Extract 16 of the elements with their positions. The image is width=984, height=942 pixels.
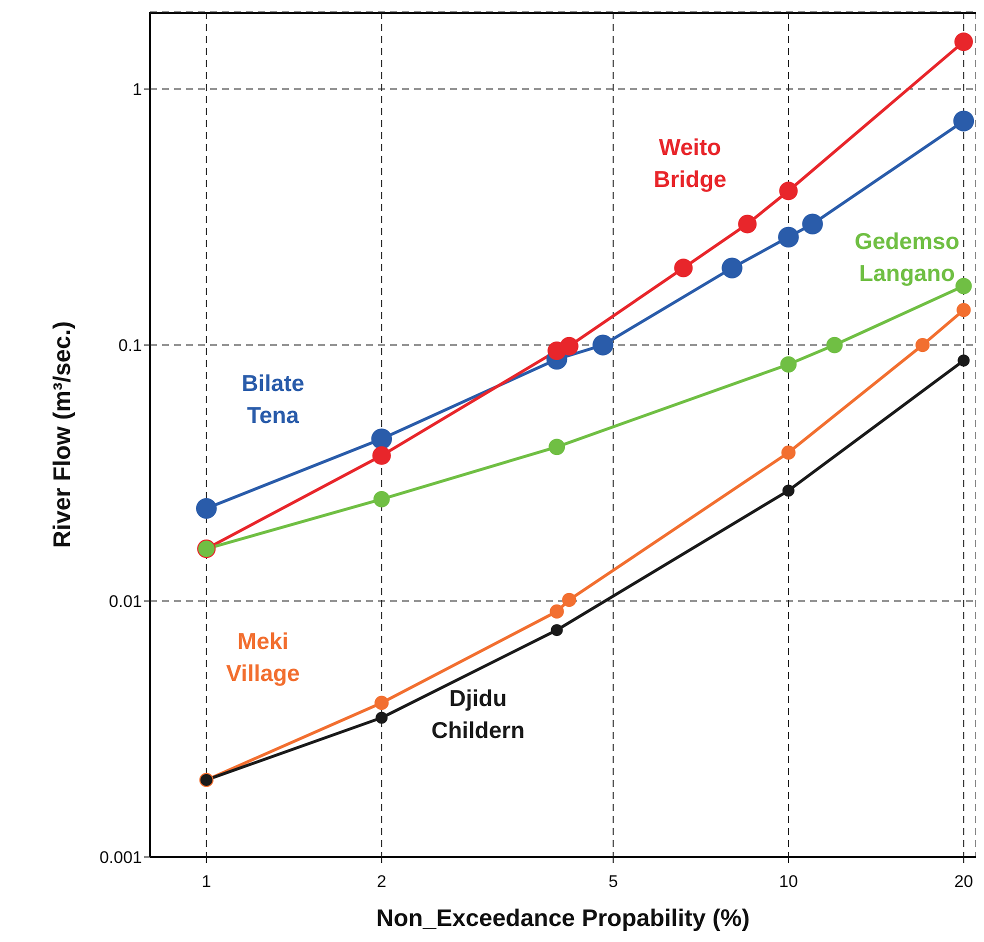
y-tick-label: 0.1 xyxy=(118,336,142,356)
y-tick-label: 0.01 xyxy=(108,592,142,612)
y-tick-label: 0.001 xyxy=(99,848,142,868)
x-tick-label: 1 xyxy=(202,872,212,892)
series-label: Gedemso Langano xyxy=(854,227,960,288)
y-tick-label: 1 xyxy=(132,80,142,100)
series-label: Djidu Childern xyxy=(430,684,526,745)
x-tick-label: 10 xyxy=(778,872,798,892)
series-label: Weito Bridge xyxy=(652,133,728,194)
x-axis-title: Non_Exceedance Propability (%) xyxy=(376,905,750,932)
series-label: Bilate Tena xyxy=(240,369,306,430)
x-tick-label: 2 xyxy=(376,872,386,892)
x-tick-label: 20 xyxy=(954,872,974,892)
y-axis-title: River Flow (m³/sec.) xyxy=(49,321,76,548)
text: Meki Village xyxy=(225,627,301,688)
x-tick-label: 5 xyxy=(608,872,618,892)
